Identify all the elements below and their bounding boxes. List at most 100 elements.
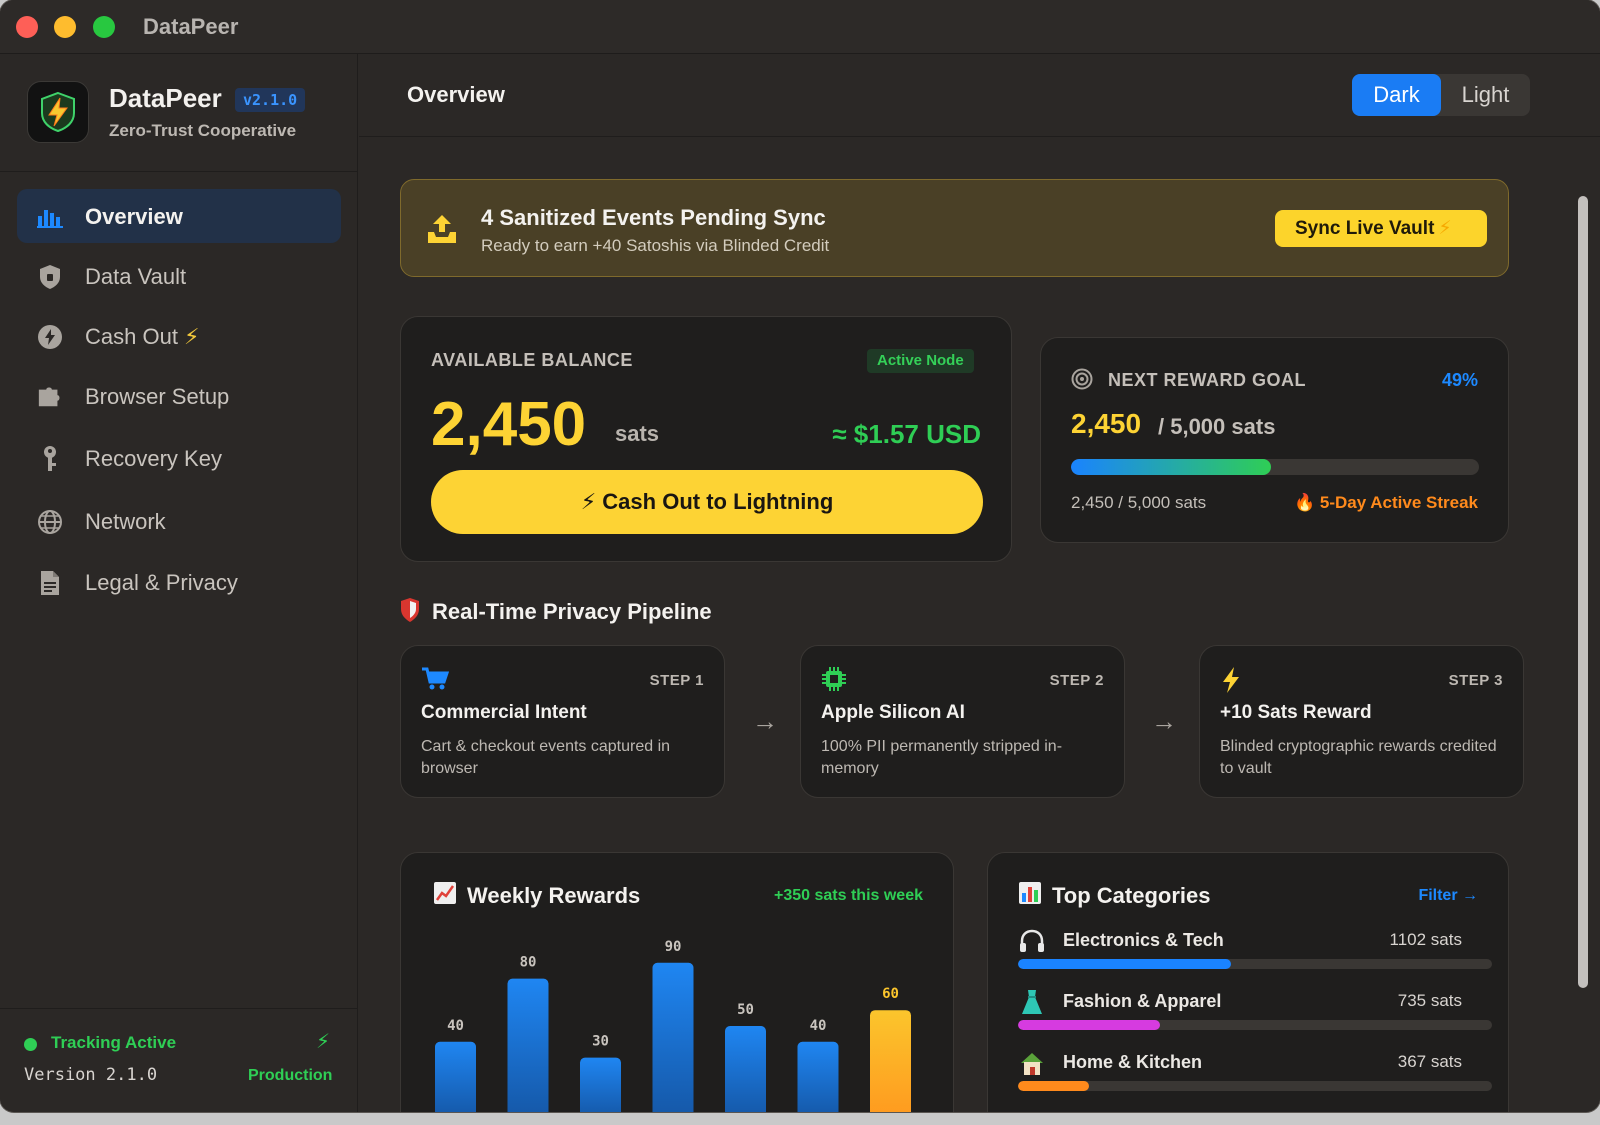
sidebar-item-overview[interactable]: Overview <box>17 189 341 243</box>
category-bar <box>1018 959 1492 969</box>
version-label: Version 2.1.0 <box>24 1065 158 1085</box>
pipeline-step-card: STEP 2 Apple Silicon AI 100% PII permane… <box>800 645 1125 798</box>
tracking-status: Tracking Active <box>51 1033 177 1052</box>
sidebar-item-data-vault[interactable]: Data Vault <box>17 249 341 303</box>
shield-icon <box>400 597 420 628</box>
step-description: 100% PII permanently stripped in-memory <box>821 738 1063 777</box>
sidebar-footer: Tracking Active ⚡ Version 2.1.0 Producti… <box>0 1008 358 1112</box>
category-name: Fashion & Apparel <box>1063 991 1222 1011</box>
step-number: STEP 2 <box>1049 672 1104 689</box>
page-title: Overview <box>407 82 505 107</box>
goal-percent: 49% <box>1441 370 1478 390</box>
scrollbar-thumb[interactable] <box>1578 196 1588 988</box>
goal-label: NEXT REWARD GOAL <box>1108 370 1307 390</box>
brand-subtitle: Zero-Trust Cooperative <box>109 121 297 140</box>
chart-bar <box>725 1026 766 1112</box>
step-title: +10 Sats Reward <box>1220 702 1372 723</box>
minimize-window-button[interactable] <box>54 16 76 38</box>
brand-name: DataPeer <box>109 83 222 113</box>
sidebar-item-legal-privacy[interactable]: Legal & Privacy <box>17 555 341 609</box>
category-name: Home & Kitchen <box>1063 1052 1203 1072</box>
sync-live-vault-button[interactable]: Sync Live Vault ⚡ <box>1275 210 1487 247</box>
chart-data-label: 40 <box>447 1018 464 1034</box>
key-icon <box>37 446 63 472</box>
main-content: Overview Dark Light 4 Sanitized Events P… <box>359 54 1600 1112</box>
zoom-window-button[interactable] <box>93 16 115 38</box>
goal-progress-fill <box>1071 459 1271 475</box>
sidebar-item-cash-out[interactable]: Cash Out ⚡ <box>17 309 341 363</box>
fire-icon: 🔥 <box>1293 493 1320 512</box>
globe-icon <box>37 509 63 535</box>
theme-dark-button[interactable]: Dark <box>1352 74 1441 116</box>
chip-icon <box>821 666 849 694</box>
sidebar-item-label: Network <box>85 509 166 534</box>
bar-chart-icon <box>1018 881 1042 910</box>
status-dot <box>24 1038 37 1051</box>
banner-title: 4 Sanitized Events Pending Sync <box>481 205 826 230</box>
scrollbar[interactable] <box>1576 142 1590 1102</box>
headphones-icon <box>1018 927 1048 957</box>
cash-out-lightning-button[interactable]: ⚡ Cash Out to Lightning <box>431 470 983 534</box>
arrow-right-icon: → <box>1151 706 1177 736</box>
chart-data-label: 90 <box>665 939 682 955</box>
theme-light-button[interactable]: Light <box>1461 82 1510 107</box>
category-row[interactable]: Fashion & Apparel 735 sats <box>1018 988 1492 1044</box>
step-description: Cart & checkout events captured in brows… <box>421 738 671 777</box>
chart-bar <box>435 1041 476 1112</box>
sidebar-item-label: Legal & Privacy <box>85 570 238 595</box>
balance-card: AVAILABLE BALANCE Active Node 2,450 sats… <box>400 316 1012 562</box>
chart-bar <box>507 978 549 1112</box>
puzzle-icon <box>37 384 63 410</box>
sidebar-item-label: Cash Out ⚡ <box>85 324 200 349</box>
reward-goal-card: NEXT REWARD GOAL 49% 2,450 / 5,000 sats … <box>1040 337 1509 543</box>
filter-link[interactable]: Filter → <box>1418 887 1478 904</box>
bolt-icon: ⚡ <box>580 489 603 514</box>
chart-data-label: 30 <box>592 1034 609 1050</box>
chart-header: Weekly Rewards <box>433 881 640 910</box>
goal-progress-bar <box>1071 459 1479 475</box>
active-node-badge: Active Node <box>867 349 974 373</box>
balance-value: 2,450 <box>431 390 587 459</box>
arrow-right-icon: → <box>752 706 778 736</box>
balance-label: AVAILABLE BALANCE <box>431 350 633 370</box>
pipeline-step-card: STEP 1 Commercial Intent Cart & checkout… <box>400 645 725 798</box>
bolt-icon: ⚡ <box>183 324 200 349</box>
category-row[interactable]: Electronics & Tech 1102 sats <box>1018 927 1492 983</box>
chart-data-label: 80 <box>520 955 537 971</box>
theme-toggle: Dark Light <box>1352 74 1530 116</box>
close-window-button[interactable] <box>16 16 38 38</box>
goal-target: / 5,000 sats <box>1158 414 1276 439</box>
chart-bar <box>580 1057 621 1112</box>
sidebar-item-network[interactable]: Network <box>17 494 341 548</box>
house-icon <box>1018 1049 1048 1079</box>
top-categories-card: Top Categories Filter → Electronics & Te… <box>987 852 1509 1112</box>
category-row[interactable]: Home & Kitchen 367 sats <box>1018 1049 1492 1105</box>
category-value: 367 sats <box>1397 1052 1462 1071</box>
dress-icon <box>1018 988 1048 1018</box>
target-icon <box>1071 368 1093 390</box>
trend-chart-icon <box>433 881 457 910</box>
step-number: STEP 3 <box>1448 672 1503 689</box>
chart-data-label: 40 <box>810 1018 827 1034</box>
chart-bar <box>797 1041 839 1112</box>
balance-usd: ≈ $1.57 USD <box>832 419 981 449</box>
step-description: Blinded cryptographic rewards credited t… <box>1220 738 1497 777</box>
bolt-icon <box>1220 666 1248 694</box>
sidebar-item-browser-setup[interactable]: Browser Setup <box>17 369 341 423</box>
categories-title: Top Categories <box>1052 882 1211 908</box>
goal-summary: 2,450 / 5,000 sats <box>1071 493 1207 512</box>
document-icon <box>37 570 63 596</box>
category-value: 735 sats <box>1397 991 1462 1010</box>
environment-label: Production <box>248 1067 333 1084</box>
categories-header: Top Categories <box>1018 881 1211 910</box>
chart-bar-icon <box>37 204 63 230</box>
sidebar-item-recovery-key[interactable]: Recovery Key <box>17 431 341 485</box>
step-title: Commercial Intent <box>421 702 587 723</box>
chart-title: Weekly Rewards <box>467 882 641 908</box>
version-badge: v2.1.0 <box>235 88 306 112</box>
weekly-rewards-chart: 40 80 30 90 50 40 60 <box>435 939 911 1112</box>
bolt-icon: ⚡ <box>316 1031 331 1053</box>
title-bar: DataPeer <box>0 0 1600 54</box>
bolt-circle-icon <box>37 324 63 350</box>
pending-sync-banner: 4 Sanitized Events Pending Sync Ready to… <box>400 179 1509 277</box>
